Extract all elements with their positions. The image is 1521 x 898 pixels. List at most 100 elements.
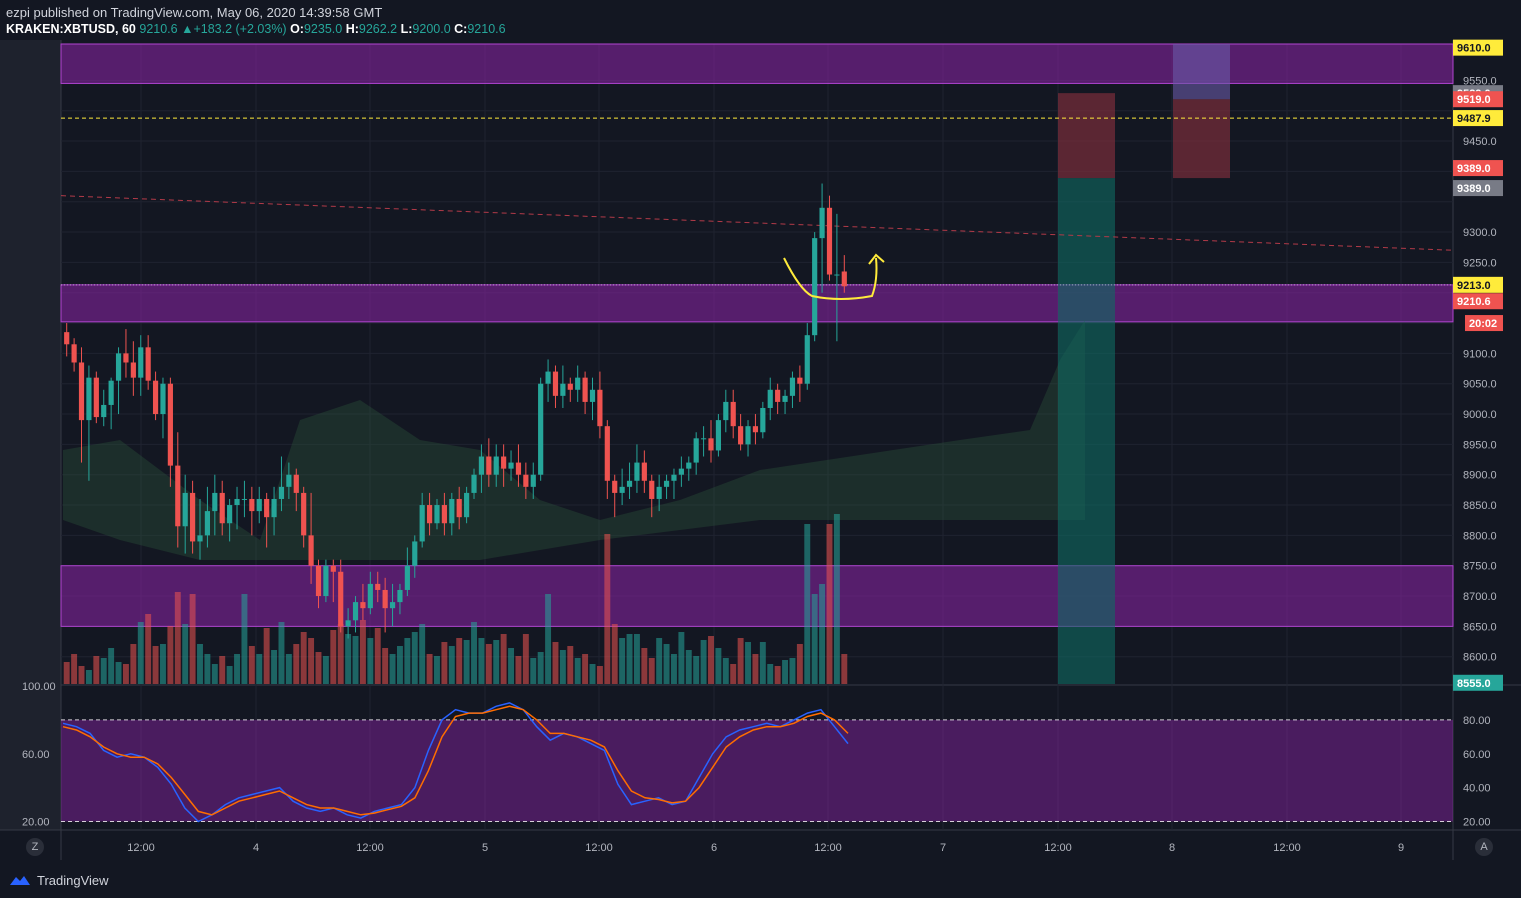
volume-bar bbox=[648, 658, 655, 684]
volume-bar bbox=[604, 534, 611, 684]
candle-body bbox=[182, 492, 188, 527]
volume-bar bbox=[285, 654, 292, 684]
candle bbox=[545, 359, 551, 402]
volume-bar bbox=[471, 622, 477, 684]
candle bbox=[426, 492, 433, 536]
candle bbox=[708, 420, 714, 463]
candle bbox=[693, 432, 699, 475]
candle-body bbox=[449, 498, 455, 524]
candle bbox=[212, 474, 218, 536]
time-tick-label: 8 bbox=[1169, 842, 1175, 854]
candle-body bbox=[515, 462, 522, 475]
volume-bar bbox=[197, 644, 203, 684]
volume-bar bbox=[656, 638, 663, 684]
candle bbox=[789, 371, 796, 408]
candle-body bbox=[582, 377, 588, 402]
price-tag bbox=[1453, 674, 1503, 691]
zoom-toggle-button[interactable]: Z bbox=[26, 838, 44, 856]
candle-body bbox=[360, 602, 366, 609]
volume-bar bbox=[715, 648, 722, 684]
candle-body bbox=[264, 498, 270, 518]
volume-bar bbox=[596, 666, 603, 684]
volume-bar bbox=[574, 658, 581, 684]
volume-bar bbox=[337, 624, 344, 684]
candle-body bbox=[834, 274, 840, 276]
price-tag bbox=[1465, 315, 1503, 332]
volume-bar bbox=[589, 664, 596, 684]
candle-body bbox=[227, 505, 233, 524]
volume-bar bbox=[411, 632, 418, 684]
candle-body bbox=[130, 362, 136, 378]
candle bbox=[834, 213, 840, 342]
candle-body bbox=[426, 505, 433, 524]
volume-bar bbox=[182, 624, 189, 684]
candle-body bbox=[86, 377, 92, 421]
candle-body bbox=[249, 498, 255, 512]
volume-bar bbox=[145, 614, 152, 684]
candle-body bbox=[604, 426, 610, 481]
candle bbox=[612, 474, 618, 518]
candle bbox=[204, 486, 211, 548]
time-tick-label: 12:00 bbox=[1044, 842, 1072, 854]
candle-body bbox=[560, 383, 566, 396]
candle-body bbox=[101, 404, 107, 418]
candle-body bbox=[612, 480, 618, 493]
candle bbox=[812, 232, 818, 342]
candle bbox=[471, 468, 477, 499]
auto-scale-button[interactable]: A bbox=[1475, 838, 1493, 856]
osc-right-tick-label: 80.00 bbox=[1463, 715, 1491, 727]
candle bbox=[256, 486, 262, 524]
candle bbox=[182, 474, 188, 554]
volume-bar bbox=[671, 654, 677, 684]
volume-bar bbox=[708, 636, 714, 684]
candle-body bbox=[152, 380, 159, 415]
volume-bar bbox=[515, 656, 522, 684]
candle bbox=[775, 383, 781, 415]
volume-bar bbox=[293, 644, 300, 684]
price-tick-label: 9050.0 bbox=[1463, 379, 1497, 391]
candle bbox=[190, 480, 196, 554]
candle bbox=[145, 335, 151, 390]
candle bbox=[308, 492, 314, 584]
time-tick-label: 12:00 bbox=[585, 842, 613, 854]
volume-bar bbox=[367, 638, 374, 684]
volume-bar bbox=[826, 524, 833, 684]
volume-bar bbox=[396, 646, 403, 684]
price-tag-label: 9610.0 bbox=[1457, 43, 1491, 55]
volume-bar bbox=[122, 664, 129, 684]
symbol-label[interactable]: KRAKEN:XBTUSD, 60 bbox=[6, 22, 136, 36]
price-tag bbox=[1453, 39, 1503, 56]
price-tag-label: 9519.0 bbox=[1457, 94, 1491, 106]
candle-body bbox=[812, 238, 818, 336]
candle-body bbox=[634, 462, 640, 481]
candle-body bbox=[723, 401, 729, 421]
tradingview-logo[interactable]: TradingView bbox=[8, 871, 109, 889]
volume-bar bbox=[530, 658, 537, 684]
candle bbox=[419, 492, 425, 548]
low-value: 9200.0 bbox=[412, 22, 451, 36]
candle bbox=[597, 371, 603, 439]
price-tick-label: 9250.0 bbox=[1463, 257, 1497, 269]
candle-body bbox=[219, 492, 225, 524]
candle-body bbox=[375, 583, 381, 590]
candle-body bbox=[175, 465, 181, 527]
price-tag-label: 9210.6 bbox=[1457, 296, 1491, 308]
candle bbox=[404, 547, 410, 597]
candle bbox=[649, 474, 655, 518]
volume-bar bbox=[478, 638, 485, 684]
volume-bar bbox=[752, 654, 759, 684]
volume-bar bbox=[374, 628, 381, 684]
candle-body bbox=[760, 407, 766, 433]
candle-body bbox=[538, 383, 544, 475]
price-tag bbox=[1453, 293, 1503, 310]
volume-bar bbox=[485, 644, 492, 684]
cloud-logo-icon bbox=[10, 876, 30, 885]
candle-body bbox=[663, 480, 670, 487]
candle bbox=[686, 456, 692, 481]
volume-bar bbox=[330, 630, 337, 684]
volume-bar bbox=[804, 524, 811, 684]
candle-body bbox=[456, 498, 462, 518]
candle-body bbox=[626, 480, 633, 487]
price-tick-label: 8900.0 bbox=[1463, 470, 1497, 482]
